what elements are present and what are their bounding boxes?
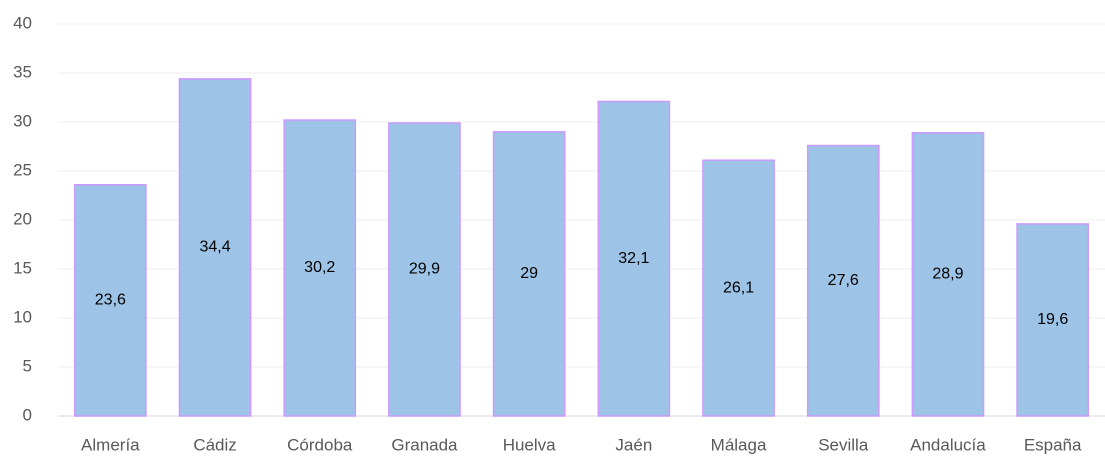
- bar: [1016, 223, 1089, 417]
- data-label: 19,6: [1037, 311, 1068, 328]
- x-tick-label: Almería: [81, 435, 140, 454]
- y-tick-label: 35: [13, 62, 32, 81]
- data-label: 26,1: [723, 279, 754, 296]
- x-tick-label: Cádiz: [193, 435, 236, 454]
- data-label: 29,9: [409, 261, 440, 278]
- y-tick-label: 40: [13, 13, 32, 32]
- bar: [702, 159, 775, 417]
- y-tick-label: 20: [13, 209, 32, 228]
- y-tick-label: 25: [13, 160, 32, 179]
- x-tick-label: Huelva: [503, 435, 556, 454]
- bar: [597, 100, 671, 417]
- x-tick-label: Sevilla: [818, 435, 869, 454]
- y-tick-label: 30: [13, 111, 32, 130]
- x-tick-label: Córdoba: [287, 435, 353, 454]
- x-tick-label: Jaén: [615, 435, 652, 454]
- data-label: 23,6: [95, 292, 126, 309]
- data-label: 34,4: [199, 239, 230, 256]
- x-tick-label: Granada: [391, 435, 458, 454]
- data-label: 28,9: [932, 266, 963, 283]
- bar: [283, 119, 357, 417]
- y-tick-label: 5: [23, 356, 32, 375]
- x-tick-label: Andalucía: [910, 435, 986, 454]
- bar: [178, 78, 252, 417]
- y-tick-label: 0: [23, 405, 32, 424]
- data-label: 32,1: [618, 250, 649, 267]
- data-label: 30,2: [304, 259, 335, 276]
- x-tick-label: Málaga: [711, 435, 767, 454]
- bar: [388, 122, 461, 417]
- data-label: 27,6: [828, 272, 859, 289]
- bar: [911, 132, 985, 417]
- data-label: 29: [520, 265, 538, 282]
- bar: [74, 183, 147, 417]
- y-tick-label: 15: [13, 258, 32, 277]
- bar: [492, 131, 566, 417]
- x-tick-label: España: [1024, 435, 1082, 454]
- bar: [806, 144, 880, 417]
- y-tick-label: 10: [13, 307, 32, 326]
